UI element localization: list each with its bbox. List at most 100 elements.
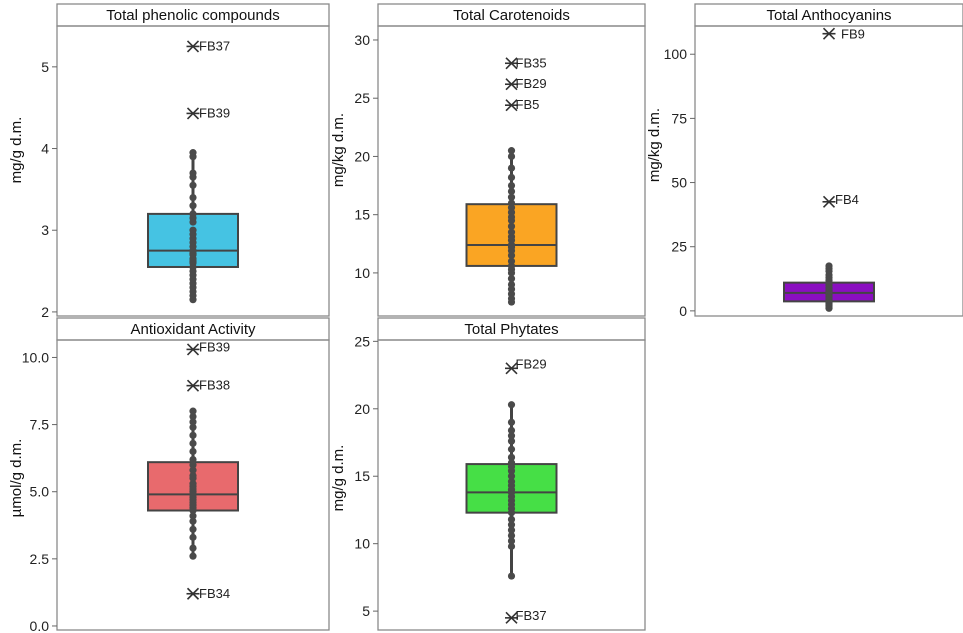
y-tick-label: 2 bbox=[41, 304, 49, 320]
outlier-marker bbox=[186, 40, 200, 53]
outlier-label: FB29 bbox=[516, 356, 547, 371]
outlier-label: FB9 bbox=[841, 27, 865, 42]
data-point bbox=[507, 426, 516, 434]
data-point bbox=[507, 173, 516, 182]
data-point bbox=[189, 418, 197, 426]
data-point bbox=[507, 280, 516, 289]
outlier-label: FB35 bbox=[516, 55, 547, 70]
data-point bbox=[507, 537, 516, 545]
chart-title: Total phenolic compounds bbox=[106, 7, 279, 24]
outlier-label: FB38 bbox=[199, 378, 230, 393]
data-point bbox=[507, 193, 516, 201]
y-axis-label: mg/g d.m. bbox=[8, 117, 25, 184]
y-tick-label: 25 bbox=[354, 333, 370, 349]
data-point bbox=[507, 521, 516, 529]
data-point bbox=[189, 447, 197, 456]
outlier-marker bbox=[822, 27, 836, 40]
data-point bbox=[507, 472, 516, 480]
chart-panel-4: Antioxidant Activity 0.0 2.5 5.0 7.5 10.0 µmol… bbox=[8, 317, 330, 633]
data-point bbox=[507, 459, 516, 467]
y-tick-label: 20 bbox=[354, 401, 370, 417]
outlier-marker bbox=[186, 107, 200, 120]
data-point bbox=[189, 472, 197, 480]
y-tick-label: 75 bbox=[671, 110, 687, 126]
y-tick-label: 7.5 bbox=[30, 417, 50, 433]
outlier-marker bbox=[505, 362, 518, 375]
y-tick-label: 30 bbox=[354, 32, 370, 48]
data-point bbox=[189, 517, 197, 525]
data-point bbox=[507, 453, 516, 461]
outlier-label: FB39 bbox=[199, 339, 230, 354]
data-point bbox=[189, 439, 197, 447]
y-tick-label: 0.0 bbox=[30, 618, 50, 633]
data-point bbox=[507, 187, 516, 195]
y-tick-label: 0 bbox=[679, 303, 687, 319]
y-tick-label: 5 bbox=[362, 603, 370, 619]
chart-panel-5: Total Phytates 5 10 15 20 25 mg/g d.m. FB29 FB37 bbox=[330, 317, 646, 631]
data-point bbox=[507, 515, 516, 523]
outlier-marker bbox=[186, 343, 200, 356]
outlier-label: FB39 bbox=[199, 105, 230, 120]
plot-frame bbox=[377, 339, 646, 631]
data-point bbox=[189, 544, 197, 552]
data-point bbox=[507, 401, 516, 409]
data-point bbox=[189, 202, 197, 210]
y-tick-label: 10 bbox=[354, 265, 370, 281]
y-axis-label: mg/kg d.m. bbox=[646, 108, 663, 182]
data-point bbox=[507, 275, 516, 283]
data-point bbox=[507, 418, 516, 426]
data-point bbox=[507, 432, 516, 440]
y-tick-label: 5 bbox=[41, 59, 49, 75]
y-tick-label: 15 bbox=[354, 207, 370, 223]
data-point bbox=[507, 478, 516, 486]
data-point bbox=[189, 149, 197, 157]
y-tick-label: 25 bbox=[354, 90, 370, 106]
y-tick-label: 10 bbox=[354, 536, 370, 552]
outlier-marker bbox=[505, 78, 518, 91]
y-tick-label: 15 bbox=[354, 468, 370, 484]
plot-frame bbox=[694, 25, 963, 317]
data-point bbox=[507, 526, 516, 534]
data-point bbox=[189, 480, 197, 488]
outlier-marker bbox=[505, 611, 518, 624]
y-tick-label: 4 bbox=[41, 141, 49, 157]
data-point bbox=[189, 455, 197, 464]
outlier-label: FB4 bbox=[835, 192, 859, 207]
data-point bbox=[189, 193, 197, 202]
y-tick-label: 5.0 bbox=[30, 484, 50, 500]
chart-title: Antioxidant Activity bbox=[130, 321, 256, 338]
data-point bbox=[507, 572, 516, 580]
y-tick-label: 2.5 bbox=[30, 551, 50, 567]
outlier-marker bbox=[505, 99, 518, 112]
data-point bbox=[507, 164, 516, 172]
data-point bbox=[189, 181, 197, 189]
data-point bbox=[507, 181, 516, 190]
outlier-marker bbox=[505, 57, 518, 70]
data-point bbox=[189, 552, 197, 560]
data-point bbox=[189, 226, 197, 234]
data-point bbox=[189, 423, 197, 431]
y-axis-label: mg/g d.m. bbox=[330, 445, 347, 512]
plot-frame bbox=[56, 339, 330, 631]
y-tick-label: 25 bbox=[671, 239, 687, 255]
data-point bbox=[507, 531, 516, 540]
data-point bbox=[507, 542, 516, 550]
y-tick-label: 10.0 bbox=[22, 349, 49, 365]
data-point bbox=[507, 152, 516, 161]
data-point bbox=[189, 210, 197, 218]
data-point bbox=[507, 228, 516, 236]
chart-title: Total Phytates bbox=[464, 321, 558, 338]
plot-frame bbox=[377, 25, 646, 317]
outlier-label: FB37 bbox=[516, 608, 547, 623]
data-point bbox=[189, 431, 197, 439]
outlier-label: FB29 bbox=[516, 76, 547, 91]
y-tick-label: 20 bbox=[354, 148, 370, 164]
data-point bbox=[507, 199, 516, 207]
outlier-marker bbox=[822, 195, 836, 208]
chart-panel-2: Total Carotenoids 10 15 20 25 30 mg/kg d.m. FB3… bbox=[330, 3, 646, 317]
data-point bbox=[189, 525, 197, 533]
data-point bbox=[189, 412, 197, 421]
chart-panel-1: Total phenolic compounds 2 3 4 5 mg/g d.m. FB3… bbox=[8, 3, 330, 320]
y-axis-label: µmol/g d.m. bbox=[8, 439, 25, 518]
data-point bbox=[507, 147, 516, 155]
